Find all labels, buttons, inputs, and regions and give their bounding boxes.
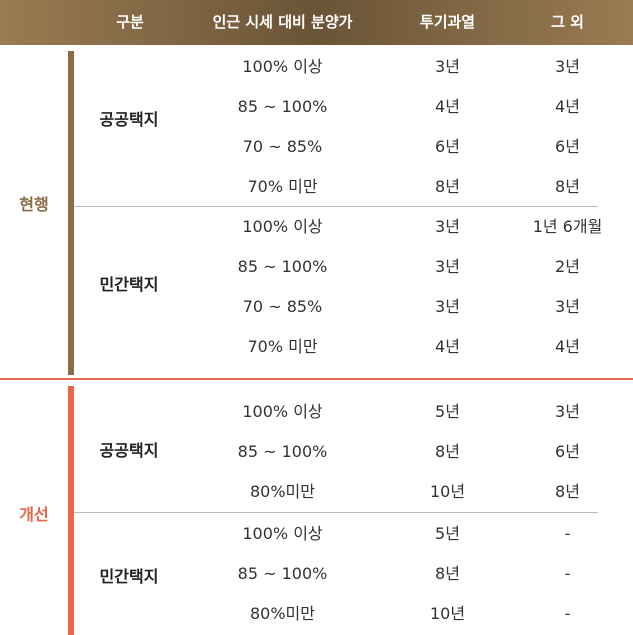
group-divider <box>74 512 598 513</box>
price-range: 85 ~ 100% <box>237 564 328 583</box>
section-bar-current <box>68 51 74 375</box>
price-range: 70 ~ 85% <box>242 137 323 156</box>
price-range: 80%미만 <box>249 482 315 501</box>
table-row: 70 ~ 85% 6년 6년 <box>0 127 633 167</box>
speculative-period: 3년 <box>435 257 460 276</box>
table-row: 70 ~ 85% 3년 3년 <box>0 287 633 327</box>
section-reform: 개선 공공택지 100% 이상 5년 3년 85 ~ 100% 8년 6년 80… <box>0 380 633 635</box>
group-label-private-land: 민간택지 <box>99 275 159 294</box>
other-period: - <box>564 564 571 583</box>
group-label-public-land: 공공택지 <box>99 110 159 129</box>
other-period: 2년 <box>555 257 580 276</box>
other-period: 8년 <box>555 177 580 196</box>
header-other-zone: 그 외 <box>551 13 584 31</box>
other-period: 4년 <box>555 97 580 116</box>
price-range: 85 ~ 100% <box>237 97 328 116</box>
table-row: 85 ~ 100% 8년 6년 <box>0 432 633 472</box>
speculative-period: 3년 <box>435 297 460 316</box>
table-row: 85 ~ 100% 3년 2년 <box>0 247 633 287</box>
section-label-reform: 개선 <box>19 505 49 524</box>
speculative-period: 8년 <box>435 442 460 461</box>
price-range: 85 ~ 100% <box>237 257 328 276</box>
section-divider <box>0 378 633 380</box>
other-period: 6년 <box>555 137 580 156</box>
other-period: 4년 <box>555 337 580 356</box>
speculative-period: 8년 <box>435 177 460 196</box>
section-label-current: 현행 <box>19 195 49 214</box>
section-current: 현행 공공택지 100% 이상 3년 3년 85 ~ 100% 4년 4년 70… <box>0 45 633 375</box>
other-period: 3년 <box>555 57 580 76</box>
speculative-period: 10년 <box>429 482 466 501</box>
table-row: 85 ~ 100% 4년 4년 <box>0 87 633 127</box>
table-row: 100% 이상 3년 3년 <box>0 47 633 87</box>
group-label-public-land: 공공택지 <box>99 441 159 460</box>
price-range: 100% 이상 <box>242 217 323 236</box>
group-label-private-land: 민간택지 <box>99 567 159 586</box>
table-row: 100% 이상 5년 3년 <box>0 392 633 432</box>
other-period: 3년 <box>555 297 580 316</box>
price-range: 70% 미만 <box>247 177 318 196</box>
group-divider <box>74 206 598 207</box>
table-row: 100% 이상 3년 1년 6개월 <box>0 207 633 247</box>
header-speculative-zone: 투기과열 <box>419 13 476 31</box>
other-period: 3년 <box>555 402 580 421</box>
speculative-period: 3년 <box>435 57 460 76</box>
speculative-period: 8년 <box>435 564 460 583</box>
price-range: 100% 이상 <box>242 402 323 421</box>
price-range: 70% 미만 <box>247 337 318 356</box>
price-range: 100% 이상 <box>242 524 323 543</box>
header-price-ratio: 인근 시세 대비 분양가 <box>212 13 353 31</box>
speculative-period: 3년 <box>435 217 460 236</box>
price-range: 80%미만 <box>249 604 315 623</box>
table-row: 80%미만 10년 8년 <box>0 472 633 512</box>
other-period: 6년 <box>555 442 580 461</box>
speculative-period: 4년 <box>435 337 460 356</box>
speculative-period: 5년 <box>435 524 460 543</box>
speculative-period: 10년 <box>429 604 466 623</box>
other-period: - <box>564 604 571 623</box>
price-range: 85 ~ 100% <box>237 442 328 461</box>
table-row: 70% 미만 8년 8년 <box>0 167 633 207</box>
table-row: 70% 미만 4년 4년 <box>0 327 633 367</box>
section-bar-reform <box>68 386 74 635</box>
other-period: 8년 <box>555 482 580 501</box>
speculative-period: 4년 <box>435 97 460 116</box>
speculative-period: 5년 <box>435 402 460 421</box>
table-header: 구분 인근 시세 대비 분양가 투기과열 그 외 <box>0 0 633 45</box>
price-range: 70 ~ 85% <box>242 297 323 316</box>
other-period: - <box>564 524 571 543</box>
other-period: 1년 6개월 <box>532 217 603 236</box>
speculative-period: 6년 <box>435 137 460 156</box>
table-row: 85 ~ 100% 8년 - <box>0 554 633 594</box>
table-row: 80%미만 10년 - <box>0 594 633 634</box>
table-row: 100% 이상 5년 - <box>0 514 633 554</box>
price-range: 100% 이상 <box>242 57 323 76</box>
header-category: 구분 <box>116 13 144 31</box>
